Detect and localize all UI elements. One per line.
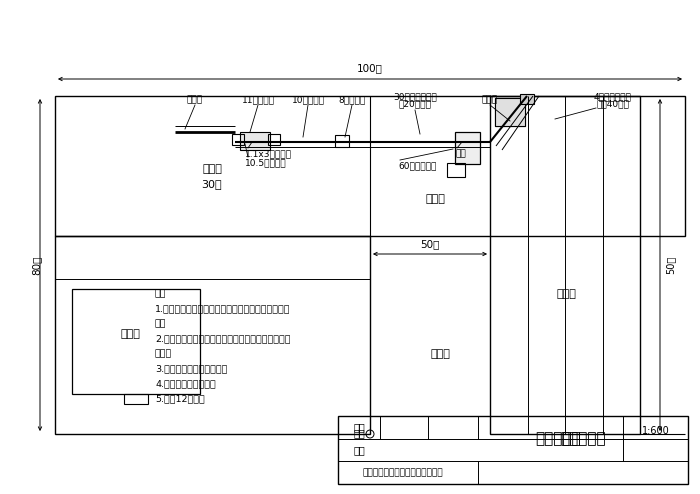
Text: 30米进料皮带机: 30米进料皮带机	[393, 92, 437, 101]
Text: 注：: 注：	[155, 289, 167, 298]
Text: 1.1x3米滚筒筛: 1.1x3米滚筒筛	[245, 149, 292, 158]
Text: 校核: 校核	[353, 429, 365, 439]
Bar	[268, 134, 280, 145]
Text: 办公区: 办公区	[120, 329, 140, 339]
Bar	[124, 394, 148, 404]
Text: 制图: 制图	[353, 422, 365, 432]
Text: 8米皮带机: 8米皮带机	[338, 95, 365, 104]
Text: 11米皮带机: 11米皮带机	[241, 95, 274, 104]
Text: 成品区: 成品区	[202, 164, 222, 174]
Text: 1.成品区和设备区用普通锂构就可以，房顶要有透气: 1.成品区和设备区用普通锂构就可以，房顶要有透气	[155, 304, 290, 313]
Text: 1:600: 1:600	[642, 426, 670, 436]
Text: 雨淋。: 雨淋。	[155, 349, 172, 358]
Bar	[335, 135, 349, 147]
Bar	[447, 163, 465, 177]
Text: 60立式粉碎机: 60立式粉碎机	[398, 161, 436, 170]
Bar	[455, 132, 480, 164]
Bar	[232, 134, 244, 145]
Text: 5.共计12面地。: 5.共计12面地。	[155, 394, 204, 403]
Text: 场地布局图: 场地布局图	[560, 431, 606, 446]
Text: 50米: 50米	[420, 239, 440, 249]
Bar	[338, 416, 688, 484]
Text: 2.发酵车间最好是半敎墙有顶棚的，便于通风又不怕: 2.发酵车间最好是半敎墙有顶棚的，便于通风又不怕	[155, 334, 290, 343]
Bar	[495, 98, 525, 126]
Bar	[520, 94, 534, 104]
Text: 3.原料区有无车间都可以。: 3.原料区有无车间都可以。	[155, 364, 228, 373]
Bar	[55, 236, 370, 434]
Bar	[490, 96, 640, 434]
Text: 4米整槽翻抛机: 4米整槽翻抛机	[594, 92, 632, 101]
Text: 50米: 50米	[665, 256, 675, 274]
Text: 校核: 校核	[353, 445, 365, 455]
Text: 鹤壁市人元生物技术发展有限公司: 鹤壁市人元生物技术发展有限公司	[363, 468, 443, 477]
Bar	[72, 289, 200, 394]
Text: 100米: 100米	[357, 63, 383, 73]
Text: 80米: 80米	[31, 255, 41, 275]
Text: 移位车: 移位车	[482, 95, 498, 104]
Bar	[240, 132, 270, 150]
Text: 料仓: 料仓	[455, 149, 466, 158]
Text: 发酵区: 发酵区	[556, 289, 576, 299]
Text: 10米皮带机: 10米皮带机	[291, 95, 325, 104]
Text: 设备区: 设备区	[425, 194, 445, 204]
Text: 30米: 30米	[202, 179, 223, 189]
Text: 孔。: 孔。	[155, 319, 167, 328]
Text: 10.5米皮带机: 10.5米皮带机	[245, 158, 286, 167]
Text: 4.办公区客户自己定。: 4.办公区客户自己定。	[155, 379, 216, 388]
Bar	[495, 98, 525, 126]
Text: 场地布局图: 场地布局图	[536, 431, 581, 446]
Text: 前20米平行: 前20米平行	[398, 99, 431, 108]
Text: 包装机: 包装机	[187, 95, 203, 104]
Text: 原料区: 原料区	[430, 349, 450, 359]
Text: 四槽40米长: 四槽40米长	[596, 99, 629, 108]
Bar	[55, 96, 685, 236]
